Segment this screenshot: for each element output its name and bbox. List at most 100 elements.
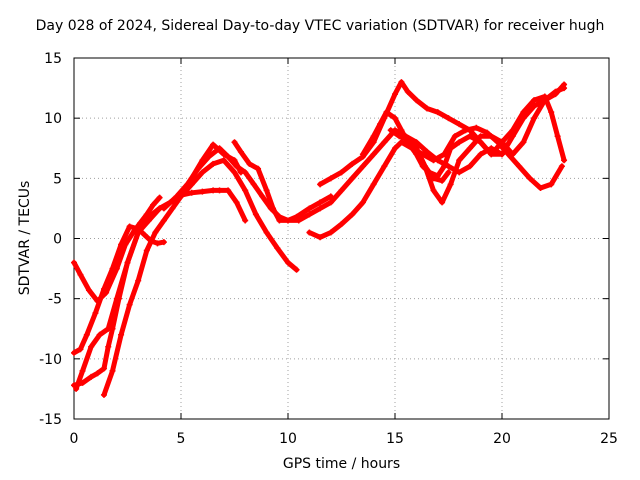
data-point [237,148,244,155]
data-point [150,201,157,208]
data-point [92,310,99,317]
data-point [445,169,452,176]
data-point [293,266,300,273]
y-tick-label: 0 [53,232,62,248]
data-point [96,331,103,338]
y-tick-label: 5 [53,171,62,187]
data-point [263,229,270,236]
data-point [561,85,568,92]
data-point [126,301,133,308]
data-point [509,151,516,158]
data-point [255,165,262,172]
data-point [233,163,240,170]
data-point [526,175,533,182]
data-point [225,153,232,160]
data-point [488,151,495,158]
data-point [548,109,555,116]
data-point [327,229,334,236]
data-point [398,127,405,134]
data-point [126,223,133,230]
y-tick-label: -15 [39,412,62,428]
data-point [88,343,95,350]
data-point [488,133,495,140]
data-point [145,217,152,224]
data-point [77,346,84,353]
data-point [434,109,441,116]
data-point [109,265,116,272]
data-point [466,127,473,134]
data-point [338,221,345,228]
data-point [509,133,516,140]
data-point [327,175,334,182]
series-line-1 [71,195,163,304]
data-point [477,151,484,158]
data-point [156,194,163,201]
data-point [205,153,212,160]
series-line-11 [413,85,567,205]
data-point [259,193,266,200]
data-point [88,373,95,380]
data-point [558,163,565,170]
data-point [516,163,523,170]
data-point [242,169,249,176]
data-point [210,141,217,148]
data-point [370,133,377,140]
data-point [548,181,555,188]
data-point [105,325,112,332]
data-point [327,193,334,200]
data-point [154,240,161,247]
data-point [317,234,324,241]
x-tick-label: 25 [600,431,618,447]
data-point [439,199,446,206]
data-point [520,109,527,116]
data-point [413,97,420,104]
data-point [225,187,232,194]
data-point [71,259,77,266]
x-tick-label: 0 [70,431,79,447]
data-point [71,349,77,356]
data-point [285,259,291,266]
data-point [370,151,377,158]
data-point [285,217,291,224]
y-axis-label: SDTVAR / TECUs [17,180,33,296]
data-point [184,181,191,188]
data-point [338,187,345,194]
data-point [541,97,548,104]
data-point [113,295,120,302]
data-point [77,271,84,278]
data-point [349,211,356,218]
data-point [100,365,107,372]
data-point [447,181,454,188]
data-point [233,199,240,206]
data-point [398,139,405,146]
data-point [349,160,356,167]
data-point [430,187,437,194]
data-point [317,181,324,188]
data-point [430,157,437,164]
data-point [381,139,388,146]
y-tick-label: 15 [44,51,62,67]
data-point [377,121,384,128]
data-point [381,163,388,170]
data-point [231,139,238,146]
x-tick-labels: 0 5 10 15 20 25 [70,431,618,447]
data-point [210,187,217,194]
data-point [79,367,86,374]
data-point [118,331,125,338]
data-point [404,88,411,95]
x-axis-label: GPS time / hours [282,456,401,472]
data-point [439,177,446,184]
data-point [85,287,92,294]
data-point [499,139,505,146]
data-point [370,181,377,188]
data-point [246,160,253,167]
data-point [359,199,366,206]
data-point [392,145,398,152]
data-point [520,139,527,146]
data-point [338,169,345,176]
data-point [430,175,437,182]
data-point [531,97,538,104]
data-point [466,145,473,152]
data-point [220,157,227,164]
